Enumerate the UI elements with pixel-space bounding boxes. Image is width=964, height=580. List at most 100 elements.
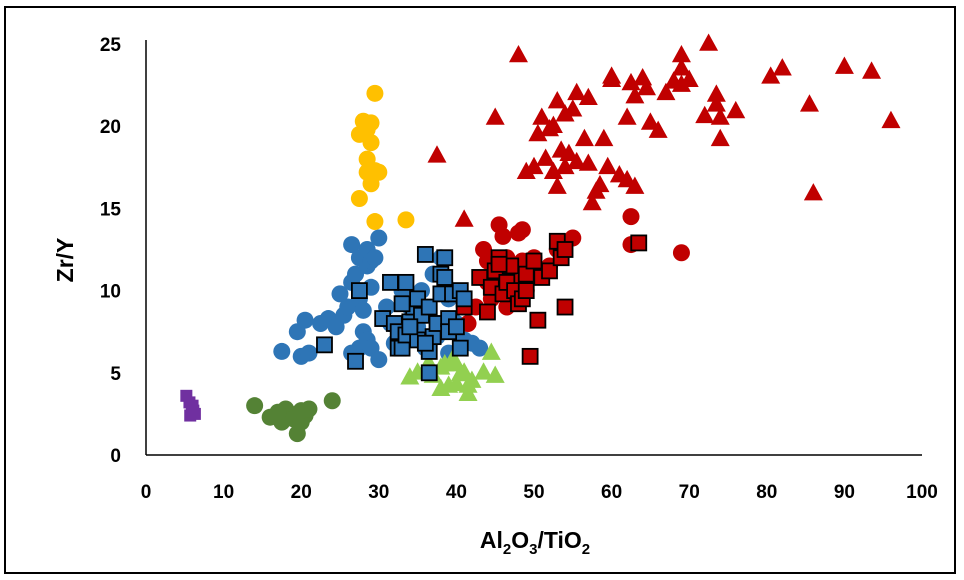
x-tick-label: 100 [906, 482, 938, 503]
data-point [532, 107, 552, 125]
data-point [517, 282, 535, 300]
data-point [547, 176, 567, 194]
data-point [485, 365, 505, 383]
x-tick-label: 30 [368, 482, 389, 503]
data-point [761, 66, 781, 84]
x-tick-label: 40 [446, 482, 467, 503]
data-point [347, 352, 364, 370]
x-tick-label: 20 [291, 482, 312, 503]
data-point [366, 213, 384, 231]
data-point [706, 84, 726, 102]
data-point [637, 77, 657, 96]
data-point [350, 282, 368, 300]
y-tick-labels: 0 5 10 15 20 25 [100, 35, 122, 467]
data-point [772, 58, 792, 76]
data-point [370, 229, 388, 247]
data-point [555, 104, 575, 122]
data-point [672, 244, 690, 262]
data-point [362, 134, 380, 152]
data-point [543, 115, 563, 133]
data-point [633, 67, 653, 86]
data-point [567, 82, 587, 101]
data-point [296, 311, 314, 329]
data-point [625, 176, 645, 194]
data-point [362, 114, 380, 132]
data-point [474, 362, 494, 380]
chart-frame [4, 6, 956, 574]
x-tick-label: 60 [601, 482, 622, 503]
data-point [400, 367, 420, 385]
x-axis-title-part: /TiO [537, 527, 581, 553]
data-point [529, 311, 547, 329]
x-tick-label: 80 [756, 482, 777, 503]
data-point [556, 298, 574, 316]
data-point [436, 269, 454, 286]
data-point [362, 175, 380, 193]
data-point [834, 56, 854, 74]
data-point [598, 156, 618, 175]
data-point [366, 249, 384, 267]
data-point [656, 82, 676, 101]
x-axis-title-part: 2 [503, 541, 511, 558]
data-point [354, 301, 372, 319]
data-point [481, 342, 501, 360]
data-point [671, 74, 691, 92]
data-point [350, 190, 368, 208]
data-point [446, 373, 466, 392]
data-point [366, 84, 384, 102]
data-point [521, 347, 539, 365]
data-point [447, 318, 465, 336]
data-point [524, 156, 544, 175]
data-point [323, 392, 341, 410]
data-point [393, 295, 411, 313]
data-point [458, 383, 478, 401]
y-tick-label: 15 [100, 199, 122, 220]
x-tick-label: 10 [213, 482, 234, 503]
data-point [397, 211, 415, 229]
data-point [485, 107, 505, 125]
y-axis-title-text: Zr/Y [52, 238, 78, 283]
x-axis-title-part: 2 [582, 541, 590, 558]
data-point [462, 370, 482, 388]
data-point [525, 252, 543, 270]
data-point [671, 44, 691, 63]
data-point [622, 208, 640, 226]
x-tick-label: 70 [679, 482, 700, 503]
data-point [331, 285, 349, 303]
x-axis-title: Al2O3/TiO2 [480, 527, 590, 558]
data-point [862, 61, 882, 79]
data-point [555, 156, 575, 175]
data-point [427, 145, 447, 163]
data-point [602, 69, 622, 87]
y-tick-label: 10 [100, 282, 121, 303]
data-point [594, 128, 614, 147]
data-point [582, 192, 602, 211]
data-point [186, 399, 199, 412]
data-point [513, 221, 531, 239]
data-point [300, 344, 318, 362]
data-point [528, 123, 548, 142]
data-point [541, 262, 558, 280]
y-axis-title: Zr/Y [52, 238, 78, 283]
data-point [416, 246, 434, 263]
data-point [574, 128, 594, 147]
data-point [695, 105, 715, 124]
data-point [397, 273, 415, 291]
data-point [382, 273, 399, 291]
data-point [617, 107, 637, 125]
data-point [269, 403, 287, 421]
data-point [273, 342, 291, 360]
data-point [547, 91, 567, 109]
data-point [543, 161, 563, 180]
data-point [420, 298, 438, 316]
data-point [799, 94, 819, 112]
data-point [479, 303, 496, 321]
data-point [536, 148, 556, 166]
data-point [625, 86, 645, 104]
x-axis-title-part: 3 [529, 541, 537, 558]
x-tick-label: 90 [834, 482, 855, 503]
data-point [726, 100, 746, 119]
data-point [401, 318, 419, 336]
data-point [710, 107, 730, 125]
